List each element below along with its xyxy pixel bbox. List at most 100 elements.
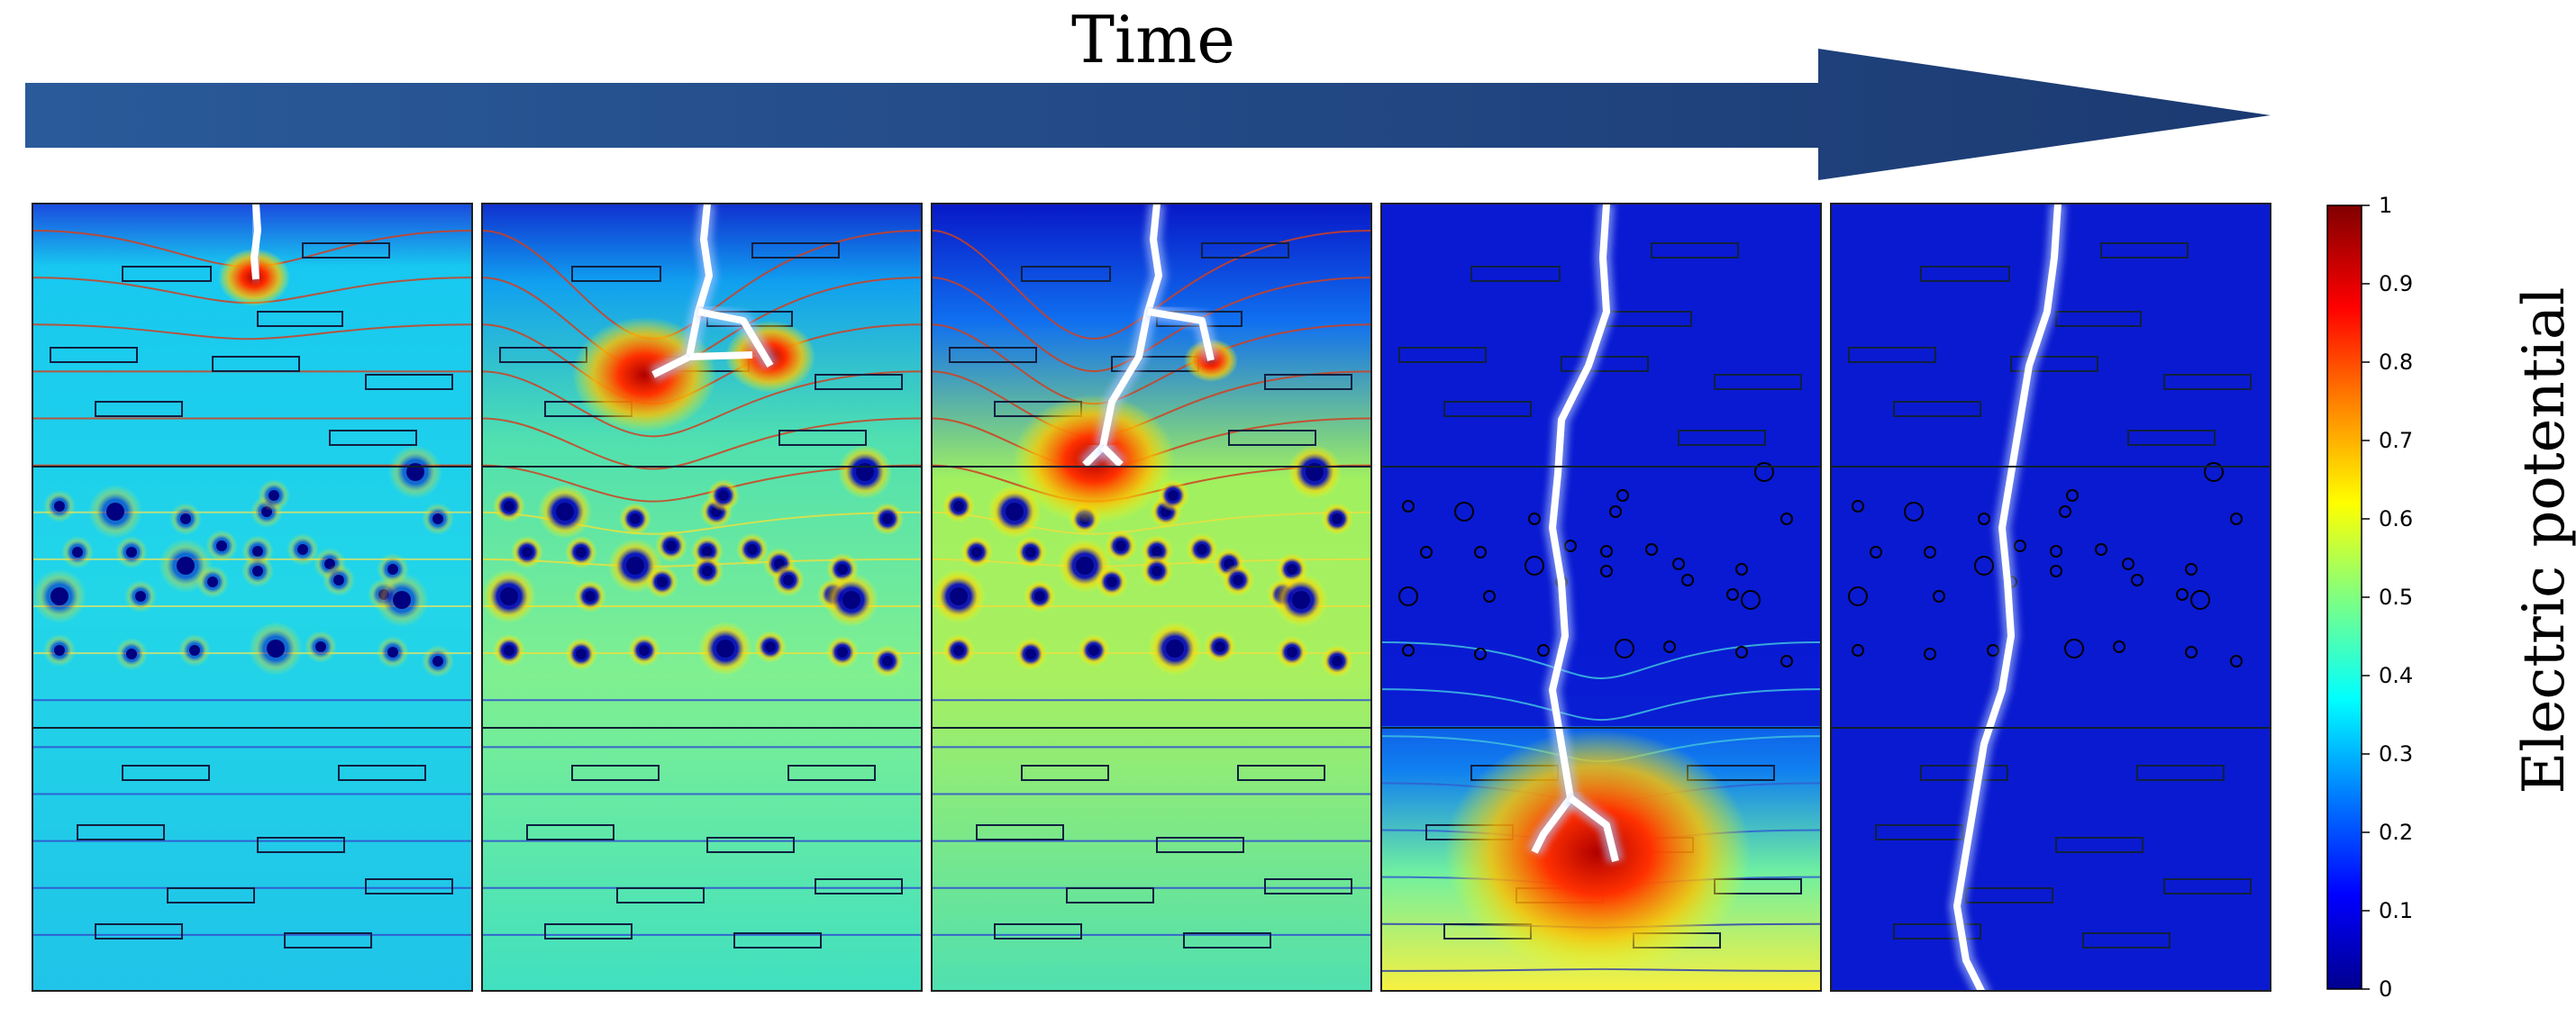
filler-dot [1537,644,1550,657]
filler-dot [576,649,587,659]
filler-particle [976,824,1064,840]
filler-dot [393,591,411,609]
filler-dot [1402,644,1415,657]
filler-dot [1978,513,1990,525]
filler-particle [302,242,390,259]
filler-dot [1780,513,1793,525]
filler-dot [630,513,641,524]
filler-dot [72,547,83,558]
filler-particle [257,837,345,853]
filler-particle [167,887,255,903]
filler-particle [2136,765,2225,781]
filler-particle [1156,837,1244,853]
filler-dot [2050,545,2062,558]
filler-dot [1904,502,1924,522]
filler-dot [556,503,574,521]
filler-dot [1115,540,1126,551]
filler-particle [1264,374,1352,390]
field-line [482,464,922,503]
filler-dot [1681,574,1694,586]
filler-dot [252,566,263,577]
colorbar-gradient [2326,204,2362,990]
filler-dot [54,645,65,656]
filler-dot [432,513,443,524]
filler-particle [1066,887,1154,903]
filler-dot [1168,490,1179,501]
filler-dot [882,513,893,524]
filler-dot [837,647,848,658]
filler-particle [778,430,867,446]
filler-dot [1332,513,1343,524]
filler-dot [2185,646,2198,658]
filler-dot [1754,462,1774,482]
filler-particle [1264,878,1352,894]
filler-dot [1454,502,1474,522]
filler-dot [585,591,596,602]
filler-particle [1893,923,1981,940]
filler-particle [1021,266,1111,282]
filler-dot [50,587,68,605]
colorbar-tick-label: 0.8 [2379,350,2413,375]
filler-particle [1470,266,1561,282]
filler-dot [207,577,218,587]
electrical-tree [651,204,713,378]
filler-dot [1852,500,1864,513]
electrical-tree [1147,308,1215,361]
filler-dot [2050,565,2062,577]
colorbar-title: Electric potential [2511,286,2576,794]
filler-dot [1933,590,1945,603]
filler-dot [269,490,279,501]
filler-dot [1924,546,1936,558]
colorbar-tick-label: 1 [2379,193,2392,218]
filler-dot [1151,566,1162,577]
filler-dot [1215,641,1225,652]
electrical-tree [688,351,753,360]
filler-particle [1237,765,1325,781]
filler-dot [718,490,729,501]
filler-particle [1398,347,1487,363]
filler-dot [1616,489,1629,502]
colorbar-tick-label: 0.2 [2379,820,2413,845]
filler-dot [1726,588,1739,601]
filler-dot [2185,563,2198,576]
electrical-tree [1100,444,1124,468]
filler-particle [1920,266,2010,282]
electrical-tree [250,204,261,280]
filler-particle [365,374,453,390]
panel-frame [1830,203,2271,992]
electrical-tree [697,308,774,368]
filler-dot [500,587,518,605]
colorbar-tick-label: 0.1 [2379,898,2413,923]
filler-particle [1183,932,1271,949]
hot-spot [1444,730,1751,975]
filler-dot [1987,644,1999,657]
filler-dot [1332,656,1343,667]
filler-dot [1600,565,1613,577]
filler-dot [2176,588,2189,601]
filler-dot [1735,563,1748,576]
filler-dot [2230,655,2243,667]
filler-particle [1848,347,1936,363]
filler-dot [267,640,285,658]
filler-dot [1672,558,1685,570]
filler-dot [950,587,968,605]
filler-particle [949,347,1037,363]
hot-spot [572,317,716,432]
filler-dot [1233,575,1243,586]
filler-particle [329,430,417,446]
filler-particle [284,932,372,949]
colorbar-tick-label: 0.6 [2379,506,2413,531]
filler-particle [1228,430,1316,446]
filler-dot [1609,505,1622,518]
panel-frame [481,203,923,992]
filler-dot [1025,547,1036,558]
filler-dot [1735,646,1748,658]
filler-particle [571,266,661,282]
filler-dot [1780,655,1793,667]
filler-dot [315,641,326,652]
panel-3 [931,203,1372,992]
panel-4 [1380,203,1822,992]
filler-dot [1287,647,1297,658]
filler-dot [716,640,734,658]
